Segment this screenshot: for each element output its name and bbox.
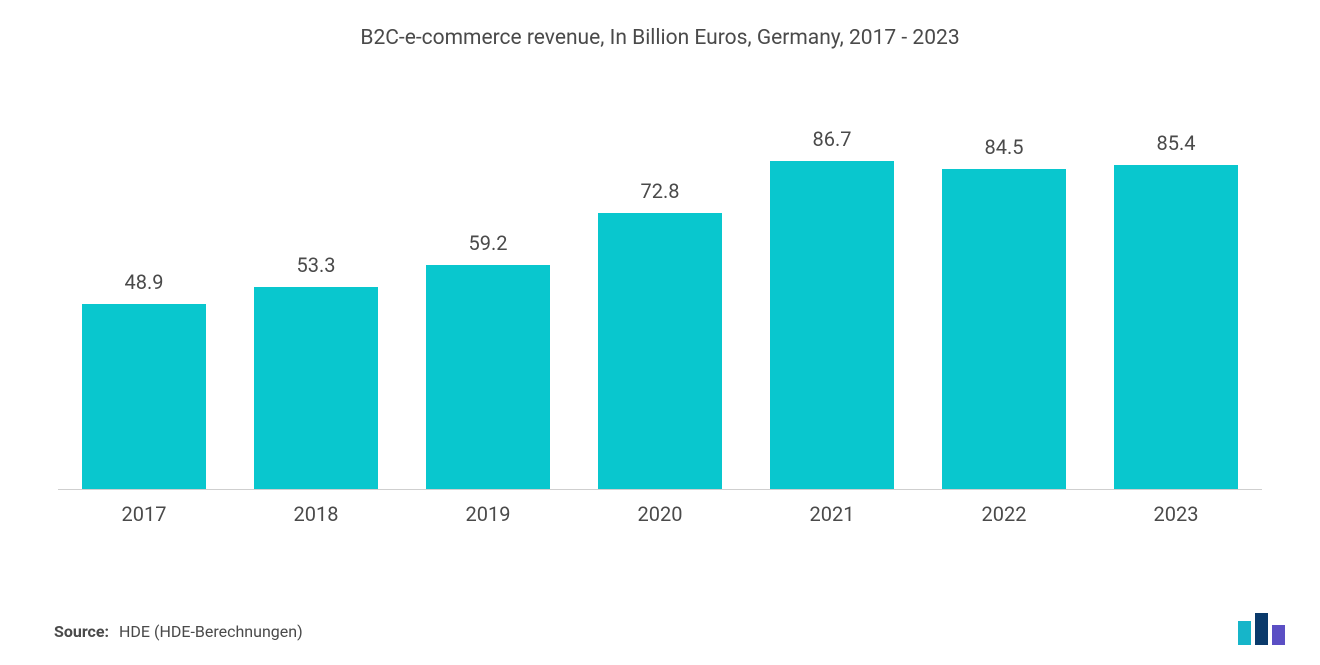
bar-group: 85.4 xyxy=(1090,110,1262,490)
bar-group: 48.9 xyxy=(58,110,230,490)
x-axis-label: 2020 xyxy=(574,496,746,530)
x-axis-label: 2019 xyxy=(402,496,574,530)
x-axis-label: 2022 xyxy=(918,496,1090,530)
chart-container: B2C-e-commerce revenue, In Billion Euros… xyxy=(0,0,1320,665)
bar-group: 72.8 xyxy=(574,110,746,490)
bar-group: 84.5 xyxy=(918,110,1090,490)
bar-value-label: 48.9 xyxy=(125,270,164,294)
bar-value-label: 85.4 xyxy=(1157,131,1196,155)
bar xyxy=(598,213,722,490)
brand-logo xyxy=(1236,609,1292,645)
x-axis-label: 2023 xyxy=(1090,496,1262,530)
plot-area: 48.9 53.3 59.2 72.8 86.7 84.5 85.4 20172018201… xyxy=(58,110,1262,530)
x-axis-labels: 2017201820192020202120222023 xyxy=(58,496,1262,530)
bar xyxy=(942,169,1066,490)
x-axis-label: 2021 xyxy=(746,496,918,530)
bar-value-label: 72.8 xyxy=(641,179,680,203)
logo-bar-3 xyxy=(1272,625,1285,645)
bar xyxy=(254,287,378,490)
bar-group: 86.7 xyxy=(746,110,918,490)
bar-value-label: 59.2 xyxy=(469,231,508,255)
bar xyxy=(1114,165,1238,490)
logo-bar-1 xyxy=(1238,621,1251,645)
source-footer: Source: HDE (HDE-Berechnungen) xyxy=(54,622,303,641)
bar xyxy=(82,304,206,490)
chart-title: B2C-e-commerce revenue, In Billion Euros… xyxy=(40,26,1280,50)
source-label: Source: xyxy=(54,622,109,641)
bar-value-label: 86.7 xyxy=(813,127,852,151)
bars-container: 48.9 53.3 59.2 72.8 86.7 84.5 85.4 xyxy=(58,110,1262,490)
x-axis-label: 2017 xyxy=(58,496,230,530)
bar-group: 53.3 xyxy=(230,110,402,490)
source-value: HDE (HDE-Berechnungen) xyxy=(119,622,303,641)
x-axis-baseline xyxy=(58,489,1262,490)
bar xyxy=(426,265,550,490)
bar-group: 59.2 xyxy=(402,110,574,490)
logo-bar-2 xyxy=(1255,613,1268,645)
bar-value-label: 84.5 xyxy=(985,135,1024,159)
bar-value-label: 53.3 xyxy=(297,253,336,277)
x-axis-label: 2018 xyxy=(230,496,402,530)
bar xyxy=(770,161,894,490)
